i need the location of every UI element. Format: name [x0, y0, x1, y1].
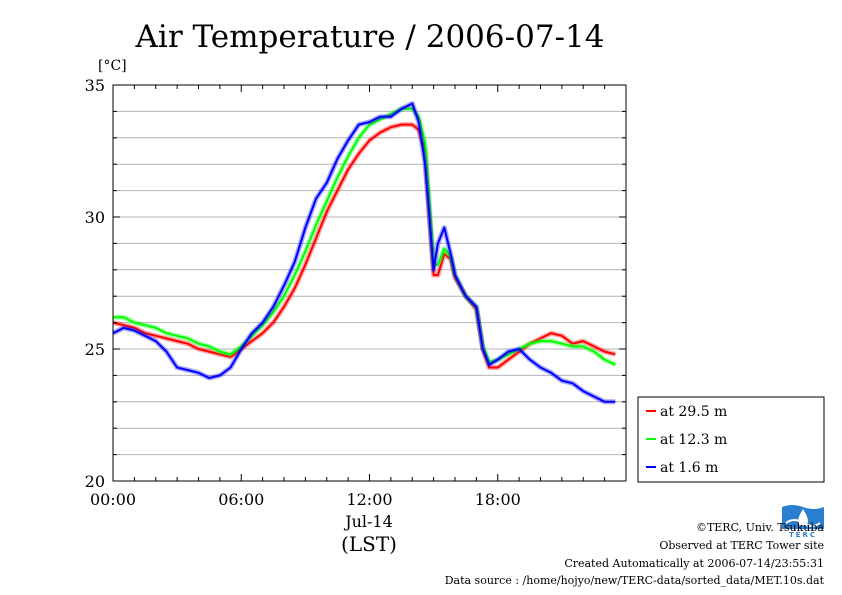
- x-tick-label: 06:00: [218, 490, 264, 509]
- legend-box: [637, 396, 825, 483]
- series-line: [113, 107, 616, 366]
- credit-copyright: ©TERC, Univ. Tsukuba: [695, 521, 824, 534]
- legend-label: at 12.3 m: [660, 432, 727, 448]
- credit-site: Observed at TERC Tower site: [659, 539, 824, 552]
- y-tick-label: 35: [85, 76, 105, 95]
- credit-source: Data source : /home/hojyo/new/TERC-data/…: [444, 574, 824, 587]
- legend-label: at 1.6 m: [660, 460, 718, 476]
- grid-lines: [113, 110, 626, 456]
- y-tick-label: 20: [85, 472, 105, 491]
- chart-title: Air Temperature / 2006-07-14: [135, 19, 605, 55]
- x-axis-label: (LST): [341, 532, 397, 556]
- plot-frame: [112, 84, 627, 482]
- series-line: [112, 123, 616, 369]
- series-halo: [112, 122, 616, 370]
- credit-created: Created Automatically at 2006-07-14/23:5…: [564, 557, 824, 570]
- y-axis-label: [°C]: [98, 58, 127, 74]
- series-line: [112, 102, 616, 403]
- y-tick-label: 30: [85, 208, 105, 227]
- x-tick-label: 12:00: [346, 490, 392, 509]
- series-lines: [111, 101, 617, 405]
- x-tick-label: 18:00: [475, 490, 521, 509]
- logo-text: TERC: [789, 531, 817, 539]
- legend: at 29.5 m at 12.3 m at 1.6 m: [637, 396, 825, 483]
- legend-label: at 29.5 m: [660, 404, 727, 420]
- axis-ticks: 20 25 30 35 00:00 06:00 12:00 18:00: [85, 76, 627, 509]
- x-tick-label: 00:00: [90, 490, 136, 509]
- terc-logo-icon: TERC: [782, 503, 824, 539]
- y-tick-label: 25: [85, 340, 105, 359]
- x-axis-date-label: Jul-14: [343, 512, 393, 531]
